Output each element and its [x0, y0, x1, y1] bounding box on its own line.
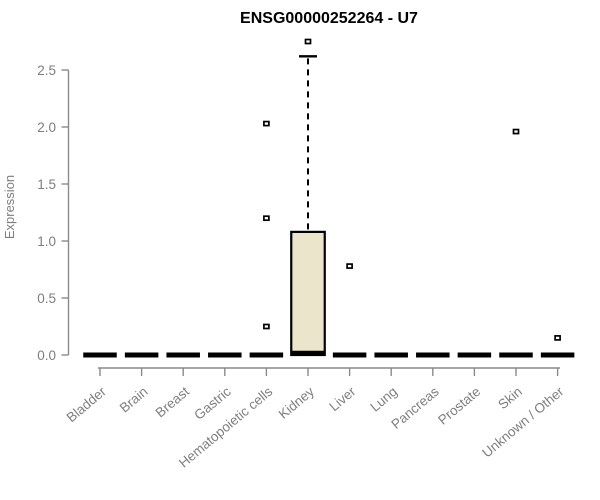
- collapsed-box: [83, 352, 117, 358]
- outlier-marker: [263, 215, 270, 222]
- chart-title: ENSG00000252264 - U7: [240, 10, 418, 27]
- x-category-label: Bladder: [64, 383, 110, 425]
- box-rect: [290, 230, 326, 357]
- collapsed-box: [166, 352, 200, 358]
- x-category-label: Breast: [153, 384, 193, 421]
- collapsed-box: [124, 352, 159, 358]
- collapsed-box: [499, 352, 533, 358]
- x-category-label: Brain: [117, 384, 151, 416]
- x-axis-ticks: [99, 368, 559, 376]
- collapsed-box: [249, 352, 284, 358]
- collapsed-box: [332, 352, 367, 358]
- collapsed-box: [374, 352, 408, 358]
- y-tick-label: 1.5: [37, 177, 56, 192]
- collapsed-box: [540, 352, 575, 358]
- y-axis-ticks: 0.0 0.5 1.0 1.5 2.0 2.5: [37, 63, 69, 363]
- outlier-marker: [263, 323, 270, 330]
- x-category-label: Liver: [326, 383, 358, 414]
- outlier-marker: [512, 128, 520, 135]
- collapsed-box: [457, 352, 492, 358]
- outlier-marker: [304, 38, 312, 45]
- x-category-label: Skin: [495, 384, 525, 412]
- outlier-marker: [554, 335, 561, 341]
- x-category-label: Kidney: [276, 384, 317, 422]
- boxplot-glyphs: [83, 55, 575, 358]
- collapsed-box: [208, 352, 242, 358]
- outlier-marker: [346, 263, 353, 269]
- y-tick-label: 0.5: [37, 291, 56, 306]
- collapsed-box: [416, 352, 450, 358]
- x-category-label: Prostate: [435, 384, 483, 428]
- y-axis-label: Expression: [2, 175, 17, 239]
- y-tick-label: 1.0: [37, 234, 56, 249]
- y-tick-label: 2.5: [37, 63, 56, 78]
- y-tick-label: 0.0: [37, 348, 56, 363]
- outlier-points: [263, 38, 561, 341]
- x-category-label: Lung: [367, 384, 400, 415]
- y-tick-label: 2.0: [37, 120, 56, 135]
- outlier-marker: [263, 120, 270, 127]
